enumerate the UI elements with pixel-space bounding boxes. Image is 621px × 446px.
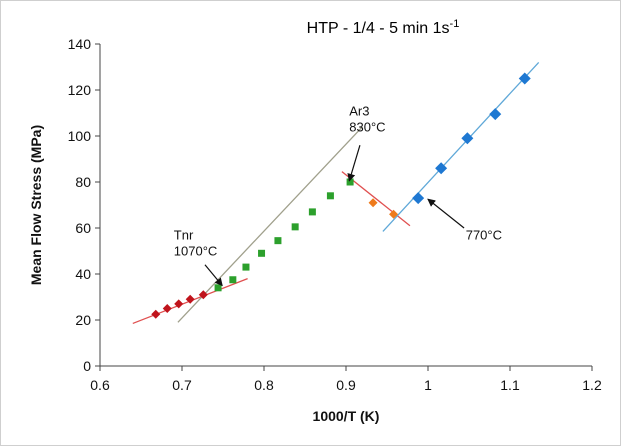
- x-tick-label: 1.1: [500, 377, 520, 393]
- data-point-square: [274, 237, 282, 245]
- annotation-arrow: [347, 145, 361, 182]
- x-axis-label: 1000/T (K): [313, 408, 380, 424]
- chart-title: HTP - 1/4 - 5 min 1s-1: [307, 18, 460, 37]
- x-tick-label: 0.7: [172, 377, 192, 393]
- y-tick-label: 40: [75, 266, 91, 282]
- fit-lines: [132, 61, 540, 325]
- data-point-diamond: [162, 304, 172, 313]
- y-tick-label: 120: [68, 82, 92, 98]
- x-tick-label: 0.9: [336, 377, 356, 393]
- annotation-label: Ar3: [349, 103, 369, 118]
- data-point-diamond: [198, 290, 208, 300]
- fit-line: [382, 61, 540, 232]
- data-point-square: [258, 249, 266, 257]
- annotation-label: 770°C: [466, 228, 502, 243]
- data-point-diamond: [389, 209, 399, 219]
- y-tick-label: 60: [75, 220, 91, 236]
- x-axis-ticks: 0.6 0.7 0.8 0.9 1 1.1 1.2: [90, 366, 602, 393]
- y-tick-label: 20: [75, 312, 91, 328]
- annotation-label: Tnr: [174, 228, 194, 243]
- data-point-square: [242, 263, 250, 271]
- data-point-diamond: [412, 192, 425, 205]
- y-tick-label: 80: [75, 174, 91, 190]
- data-point-square: [214, 284, 222, 292]
- data-point-square: [291, 223, 299, 231]
- data-point-square: [308, 208, 316, 216]
- data-point-diamond: [461, 132, 474, 145]
- annotation-label: 830°C: [349, 119, 385, 134]
- data-point-diamond: [185, 294, 195, 304]
- data-point-square: [346, 178, 354, 186]
- x-tick-label: 1: [424, 377, 432, 393]
- y-tick-label: 0: [83, 358, 91, 374]
- annotation-arrow: [427, 198, 465, 229]
- data-points: [151, 72, 531, 319]
- data-point-square: [326, 192, 334, 200]
- y-axis-ticks: 0 20 40 60 80 100 120 140: [68, 36, 100, 374]
- data-point-diamond: [518, 72, 531, 85]
- data-point-diamond: [174, 299, 184, 309]
- data-point-diamond: [489, 108, 502, 121]
- y-axis-label: Mean Flow Stress (MPa): [28, 125, 44, 285]
- data-point-square: [229, 276, 237, 284]
- data-point-diamond: [435, 162, 448, 175]
- annotation-arrow: [204, 264, 223, 287]
- y-tick-label: 140: [68, 36, 92, 52]
- x-tick-label: 1.2: [582, 377, 602, 393]
- data-point-diamond: [151, 309, 161, 319]
- x-tick-label: 0.6: [90, 377, 110, 393]
- x-tick-label: 0.8: [254, 377, 274, 393]
- data-point-diamond: [368, 198, 378, 208]
- annotation-label: 1070°C: [174, 244, 218, 259]
- y-tick-label: 100: [68, 128, 92, 144]
- fit-line: [177, 126, 363, 323]
